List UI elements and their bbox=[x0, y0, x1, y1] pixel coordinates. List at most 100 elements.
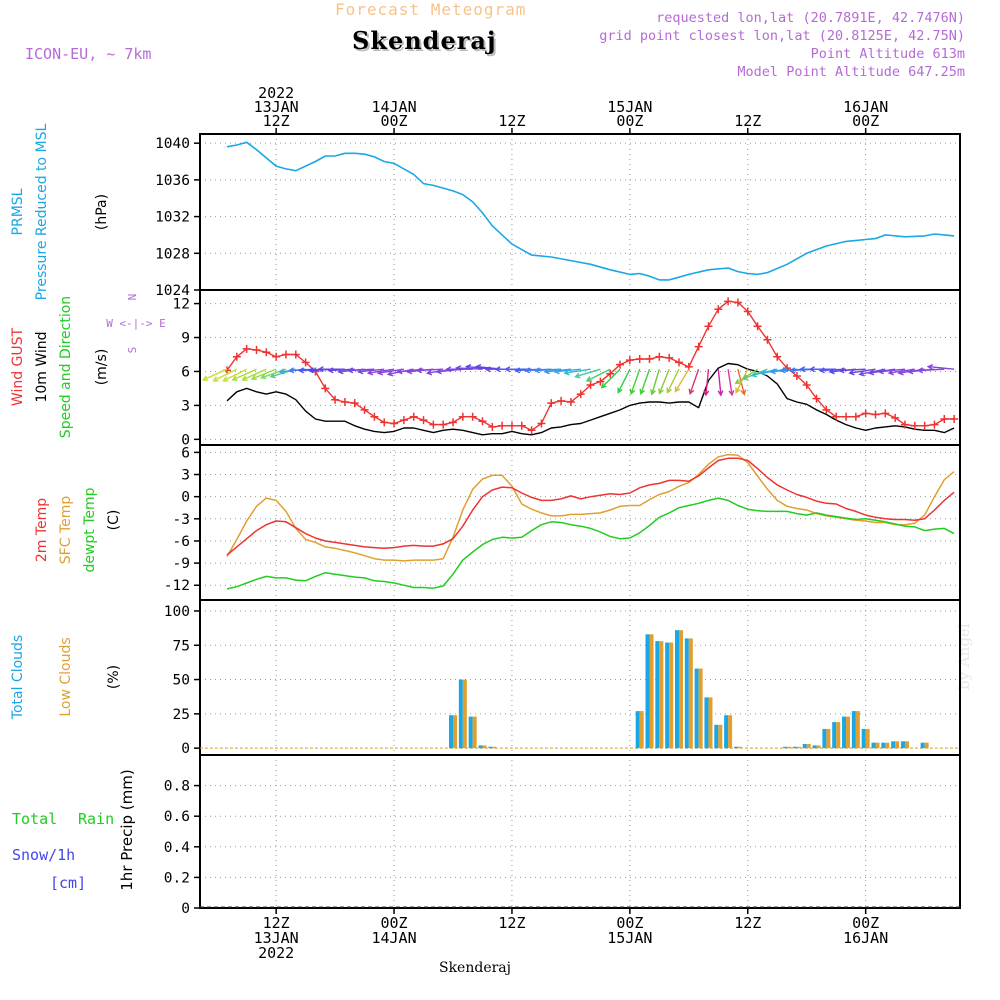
gust-marker bbox=[920, 421, 929, 430]
top-time-label: 15JAN bbox=[607, 98, 652, 116]
wind-direction-arrow bbox=[212, 368, 238, 382]
wind-direction-arrow bbox=[727, 369, 735, 397]
low-cloud-bar bbox=[875, 742, 880, 749]
low-cloud-bar bbox=[472, 716, 477, 749]
wind-direction-arrow bbox=[415, 367, 444, 374]
total-cloud-bar bbox=[704, 697, 709, 749]
y-tick-label: 1028 bbox=[155, 246, 190, 262]
gust-marker bbox=[665, 353, 674, 362]
y-tick-label: -9 bbox=[173, 556, 190, 572]
bottom-time-label: 12Z bbox=[498, 914, 525, 932]
gust-marker bbox=[930, 420, 939, 429]
y-tick-label: 25 bbox=[173, 707, 190, 723]
gust-marker bbox=[576, 390, 585, 399]
bottom-time-label: 00Z bbox=[381, 914, 408, 932]
gust-marker bbox=[566, 398, 575, 407]
top-time-label: 16JAN bbox=[843, 98, 888, 116]
total-cloud-bar bbox=[645, 634, 650, 749]
low-cloud-bar bbox=[826, 728, 831, 749]
wind-gust-label: Wind GUST bbox=[10, 327, 26, 406]
panel-frame bbox=[199, 754, 961, 909]
total-cloud-bar bbox=[812, 745, 817, 749]
compass-west-east: W <-|-> E bbox=[106, 317, 166, 330]
bottom-time-label: 15JAN bbox=[607, 929, 652, 947]
requested-coordinates: requested lon,lat (20.7891E, 42.7476N) bbox=[656, 10, 965, 26]
y-tick-label: -6 bbox=[173, 534, 190, 550]
total-cloud-bar bbox=[920, 742, 925, 749]
gust-marker bbox=[458, 412, 467, 421]
gust-marker bbox=[498, 421, 507, 430]
panel-frame bbox=[199, 133, 961, 291]
total-cloud-bar bbox=[468, 716, 473, 749]
wind-direction-arrow bbox=[639, 368, 651, 396]
total-cloud-bar bbox=[783, 746, 788, 749]
gust-marker bbox=[940, 414, 949, 423]
total-cloud-bar bbox=[655, 641, 660, 749]
gust-marker bbox=[419, 416, 428, 425]
gust-marker bbox=[635, 355, 644, 364]
wind-direction-arrow bbox=[201, 368, 228, 381]
bottom-time-label: 13JAN bbox=[254, 929, 299, 947]
gust-marker bbox=[242, 344, 251, 353]
gust-marker bbox=[370, 412, 379, 421]
y-tick-label: 0 bbox=[181, 490, 190, 506]
wind-direction-arrow bbox=[600, 368, 621, 389]
gust-marker bbox=[851, 412, 860, 421]
gust-marker bbox=[871, 410, 880, 419]
bottom-time-label: 00Z bbox=[616, 914, 643, 932]
gust-marker bbox=[950, 414, 959, 423]
low-cloud-bar bbox=[649, 634, 654, 749]
gust-marker bbox=[773, 352, 782, 361]
total-cloud-bar bbox=[842, 716, 847, 749]
low-cloud-bar bbox=[865, 728, 870, 749]
temp-sfc-label: SFC Temp bbox=[58, 496, 74, 565]
y-tick-label: 0 bbox=[181, 741, 190, 757]
low-cloud-bar bbox=[482, 745, 487, 749]
gust-marker bbox=[891, 413, 900, 422]
total-cloud-bar bbox=[891, 741, 896, 749]
gust-marker bbox=[822, 405, 831, 414]
wind-direction-arrow bbox=[585, 368, 611, 382]
pressure-line bbox=[226, 141, 955, 281]
top-time-label: 12Z bbox=[498, 112, 525, 130]
y-tick-label: -12 bbox=[164, 578, 190, 594]
gust-marker bbox=[507, 421, 516, 430]
top-time-label: 00Z bbox=[616, 112, 643, 130]
gridpoint-coordinates: grid point closest lon,lat (20.8125E, 42… bbox=[599, 28, 965, 44]
gust-marker bbox=[321, 384, 330, 393]
total-cloud-bar bbox=[881, 742, 886, 749]
gust-marker bbox=[409, 412, 418, 421]
gust-marker bbox=[743, 307, 752, 316]
panel-frame bbox=[199, 289, 961, 446]
pressure-unit-label: (hPa) bbox=[94, 194, 110, 230]
y-tick-label: 0.2 bbox=[164, 870, 190, 886]
low-cloud-bar bbox=[885, 742, 890, 749]
gust-marker bbox=[537, 419, 546, 428]
y-tick-label: 12 bbox=[173, 297, 190, 313]
top-time-label: 12Z bbox=[263, 112, 290, 130]
wind-direction-arrow bbox=[734, 368, 758, 385]
low-cloud-bar bbox=[659, 641, 664, 749]
low-cloud-bar bbox=[688, 638, 693, 749]
bottom-time-label: 12Z bbox=[263, 914, 290, 932]
total-cloud-bar bbox=[802, 744, 807, 749]
y-tick-label: 0 bbox=[181, 432, 190, 448]
top-time-label: 14JAN bbox=[371, 98, 416, 116]
temp-unit-label: (C) bbox=[106, 510, 122, 531]
point-altitude: Point Altitude 613m bbox=[810, 46, 965, 62]
y-tick-label: 3 bbox=[181, 398, 190, 414]
wind-direction-arrow bbox=[735, 368, 749, 394]
gust-marker bbox=[881, 409, 890, 418]
total-cloud-bar bbox=[792, 746, 797, 749]
y-tick-label: 50 bbox=[173, 673, 190, 689]
gust-marker bbox=[252, 345, 261, 354]
low-cloud-bar bbox=[895, 741, 900, 749]
top-time-label: 13JAN bbox=[254, 98, 299, 116]
low-cloud-bar bbox=[924, 742, 929, 749]
wind-speed-line bbox=[226, 362, 955, 436]
pressure-label-msl: Pressure Reduced to MSL bbox=[34, 123, 50, 300]
gust-marker bbox=[449, 418, 458, 427]
compass-south: S bbox=[126, 347, 139, 354]
top-time-label: 12Z bbox=[734, 112, 761, 130]
